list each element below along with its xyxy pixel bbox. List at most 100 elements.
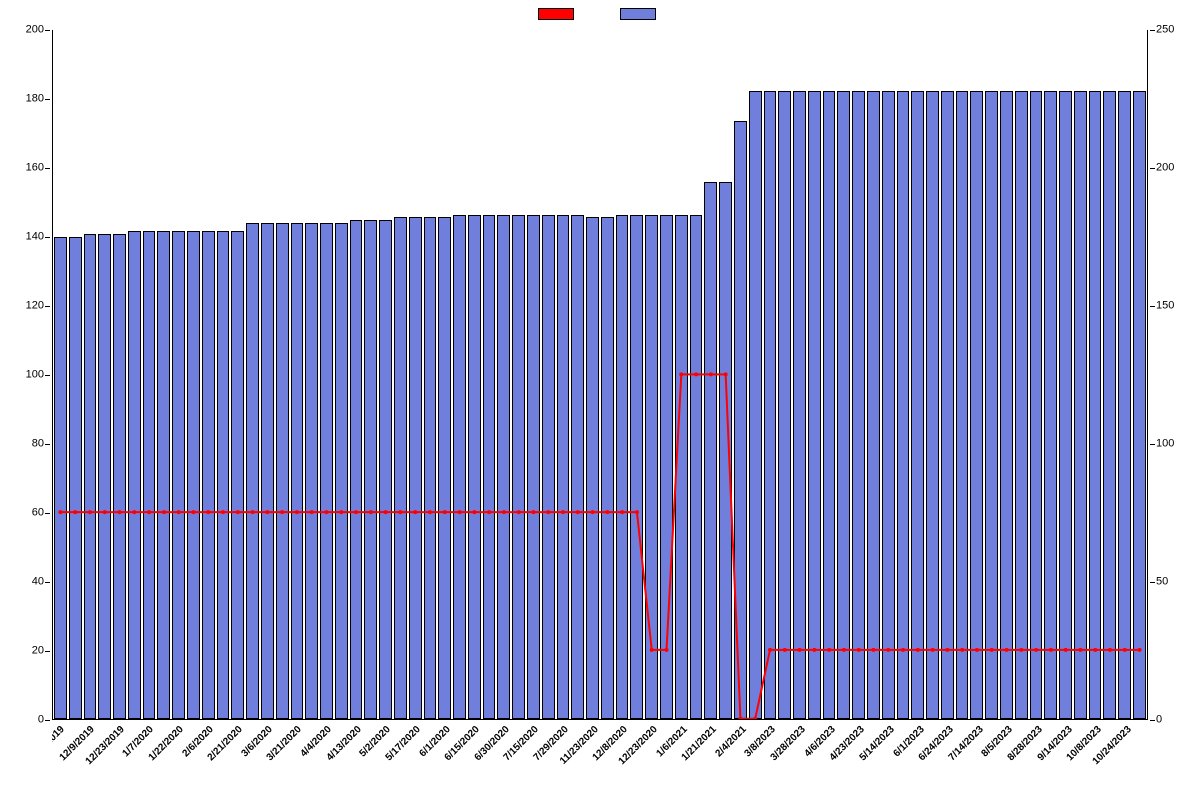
x-slot xyxy=(1133,724,1148,800)
bar xyxy=(364,220,377,719)
y-left-tick-label: 20 xyxy=(32,646,44,657)
bar xyxy=(394,217,407,719)
bar xyxy=(438,217,451,719)
y-left-tick-label: 80 xyxy=(32,439,44,450)
bar xyxy=(261,223,274,719)
bar xyxy=(335,223,348,719)
bar xyxy=(1059,91,1072,719)
bar-slot xyxy=(703,30,718,719)
bar-slot xyxy=(556,30,571,719)
bar-slot xyxy=(910,30,925,719)
y-left-tick-label: 100 xyxy=(26,370,44,381)
bar xyxy=(1089,91,1102,719)
y-right-tick-label: 50 xyxy=(1156,577,1168,588)
bar xyxy=(231,231,244,719)
bar xyxy=(675,215,688,719)
bar xyxy=(350,220,363,719)
y-left-tick-label: 60 xyxy=(32,508,44,519)
bar-slot xyxy=(290,30,305,719)
bar-slot xyxy=(511,30,526,719)
bar xyxy=(1030,91,1043,719)
bar xyxy=(793,91,806,719)
bar-slot xyxy=(881,30,896,719)
bar-slot xyxy=(201,30,216,719)
bar xyxy=(985,91,998,719)
bar xyxy=(84,234,97,719)
bar-slot xyxy=(822,30,837,719)
bar xyxy=(157,231,170,719)
bar xyxy=(468,215,481,719)
x-axis: 11/23/201912/9/201912/23/20191/7/20201/2… xyxy=(52,722,1148,800)
y-left-tick-label: 40 xyxy=(32,577,44,588)
bar xyxy=(660,215,673,719)
y-tick-mark xyxy=(45,306,50,307)
bar-slot xyxy=(363,30,378,719)
y-left-tick-label: 200 xyxy=(26,25,44,36)
bar xyxy=(823,91,836,719)
bar xyxy=(616,215,629,719)
bar-slot xyxy=(260,30,275,719)
bar-slot xyxy=(112,30,127,719)
bar-slot xyxy=(792,30,807,719)
bar-slot xyxy=(585,30,600,719)
bar-slot xyxy=(629,30,644,719)
bar xyxy=(424,217,437,719)
bar-slot xyxy=(940,30,955,719)
bar xyxy=(483,215,496,719)
bar-series xyxy=(53,30,1147,719)
y-right-tick-label: 250 xyxy=(1156,25,1174,36)
y-tick-mark xyxy=(45,651,50,652)
bar xyxy=(882,91,895,719)
legend xyxy=(538,8,662,20)
bar-slot xyxy=(186,30,201,719)
legend-swatch-line xyxy=(538,8,574,20)
bar xyxy=(704,182,717,719)
bar xyxy=(54,237,67,719)
y-left-tick-label: 180 xyxy=(26,94,44,105)
bar xyxy=(734,121,747,719)
bar-slot xyxy=(748,30,763,719)
bar xyxy=(527,215,540,719)
x-slot: 2/4/2021 xyxy=(733,724,748,800)
y-right-tick-label: 100 xyxy=(1156,439,1174,450)
bar-slot xyxy=(378,30,393,719)
bar xyxy=(926,91,939,719)
legend-item-line xyxy=(538,8,580,20)
bar-slot xyxy=(171,30,186,719)
chart-plot-area xyxy=(52,30,1148,720)
bar xyxy=(852,91,865,719)
x-slot: 12/23/2020 xyxy=(645,724,660,800)
x-slot: 10/24/2023 xyxy=(1119,724,1134,800)
bar xyxy=(719,182,732,719)
bar-slot xyxy=(97,30,112,719)
bar-slot xyxy=(526,30,541,719)
bar-slot xyxy=(496,30,511,719)
bar-slot xyxy=(408,30,423,719)
bar xyxy=(128,231,141,719)
y-tick-mark xyxy=(45,582,50,583)
bar-slot xyxy=(1029,30,1044,719)
bar xyxy=(690,215,703,719)
y-tick-mark xyxy=(45,30,50,31)
bar xyxy=(571,215,584,719)
bar-slot xyxy=(925,30,940,719)
y-tick-mark xyxy=(1150,30,1155,31)
bar xyxy=(1015,91,1028,719)
bar-slot xyxy=(1132,30,1147,719)
y-tick-mark xyxy=(1150,444,1155,445)
bar xyxy=(645,215,658,719)
bar-slot xyxy=(763,30,778,719)
bar-slot xyxy=(1058,30,1073,719)
bar xyxy=(749,91,762,719)
x-slot: 12/23/2019 xyxy=(111,724,126,800)
bar-slot xyxy=(955,30,970,719)
bar-slot xyxy=(334,30,349,719)
bar-slot xyxy=(615,30,630,719)
x-axis-labels: 11/23/201912/9/201912/23/20191/7/20201/2… xyxy=(52,724,1148,800)
bar xyxy=(291,223,304,719)
bar-slot xyxy=(1043,30,1058,719)
y-tick-mark xyxy=(1150,306,1155,307)
bar-slot xyxy=(275,30,290,719)
bar xyxy=(630,215,643,719)
bar xyxy=(409,217,422,719)
